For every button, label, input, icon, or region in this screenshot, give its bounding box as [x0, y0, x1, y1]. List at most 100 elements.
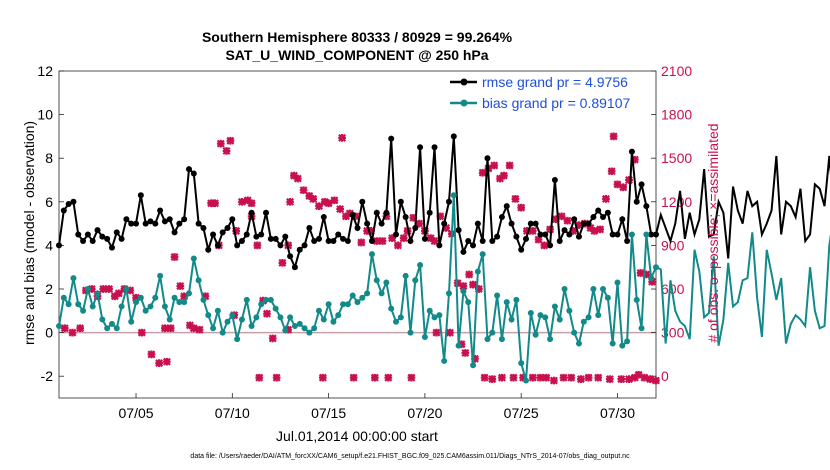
obs-marker: [87, 285, 96, 293]
rmse-point: [214, 242, 221, 249]
bias-point: [243, 296, 250, 303]
obs-marker: [409, 213, 418, 222]
bias-point: [306, 329, 313, 336]
bias-point: [378, 290, 385, 297]
bias-point: [638, 325, 645, 332]
rmse-point: [393, 231, 400, 238]
rmse-point: [441, 220, 448, 227]
bias-point: [166, 316, 173, 323]
rmse-point: [89, 238, 96, 245]
rmse-point: [104, 235, 111, 242]
obs-marker: [309, 194, 318, 203]
rmse-point: [137, 192, 144, 199]
obs-marker: [299, 186, 308, 195]
obs-marker: [534, 235, 543, 244]
bias-point: [349, 292, 356, 299]
y2-tick-label: 1500: [661, 150, 692, 166]
rmse-point: [445, 198, 452, 205]
rmse-point: [383, 209, 390, 216]
bias-point: [441, 357, 448, 364]
bias-point: [373, 277, 380, 284]
bias-point: [383, 279, 390, 286]
bias-point: [60, 294, 67, 301]
rmse-point: [359, 198, 366, 205]
rmse-point: [412, 224, 419, 231]
obs-marker: [330, 196, 339, 205]
obs-marker: [609, 132, 618, 141]
legend-label: rmse grand pr = 4.9756: [482, 74, 628, 90]
rmse-point: [229, 216, 236, 223]
rmse-point: [609, 231, 616, 238]
rmse-point: [566, 231, 573, 238]
rmse-point: [219, 229, 226, 236]
rmse-point: [643, 203, 650, 210]
bias-point: [513, 296, 520, 303]
footer-data-file: data file: /Users/raeder/DAI/ATM_forcXX/…: [190, 453, 630, 460]
rmse-point: [108, 244, 115, 251]
bias-point: [176, 299, 183, 306]
rmse-point: [523, 235, 530, 242]
obs-marker: [268, 334, 277, 343]
rmse-point: [498, 214, 505, 221]
obs-marker: [320, 197, 329, 206]
rmse-point: [542, 231, 549, 238]
bias-point: [147, 303, 154, 310]
bias-point: [359, 294, 366, 301]
obs-marker: [338, 133, 347, 142]
bias-point: [489, 329, 496, 336]
obs-marker: [625, 176, 634, 184]
rmse-point: [152, 220, 159, 227]
bias-point: [426, 307, 433, 314]
obs-marker: [630, 155, 639, 164]
obs-marker: [388, 234, 397, 243]
obs-marker: [528, 226, 537, 235]
obs-marker: [399, 234, 408, 243]
obs-marker: [372, 237, 381, 246]
obs-marker: [384, 373, 393, 382]
rmse-point: [364, 220, 371, 227]
rmse-point: [527, 220, 534, 227]
bias-point: [518, 360, 525, 367]
bias-point: [527, 309, 534, 316]
rmse-point: [585, 220, 592, 227]
plot-area: 07/05 07/10 07/15 07/20 07/25 07/30 -2 0 2 4 6 8 10 1…: [37, 63, 830, 421]
bias-point: [431, 314, 438, 321]
rmse-point: [118, 235, 125, 242]
obs-marker: [76, 324, 85, 333]
obs-marker: [630, 373, 639, 382]
x-tick-label: 07/10: [215, 405, 250, 421]
bias-point: [325, 301, 332, 308]
obs-marker: [625, 375, 634, 384]
obs-marker: [461, 348, 470, 357]
rmse-point: [465, 238, 472, 245]
bias-point: [600, 286, 607, 292]
obs-marker: [601, 194, 610, 203]
rmse-point: [450, 133, 457, 140]
rmse-point: [436, 242, 443, 249]
obs-marker: [619, 183, 628, 192]
bias-point: [142, 307, 149, 314]
rmse-point: [161, 218, 168, 225]
rmse-point: [402, 214, 409, 221]
rmse-point: [547, 242, 554, 249]
obs-marker: [474, 285, 483, 293]
obs-marker: [180, 292, 189, 301]
rmse-point: [600, 214, 607, 221]
obs-marker: [315, 202, 323, 211]
x-tick-label: 07/20: [407, 405, 442, 421]
bias-point: [128, 318, 135, 325]
obs-marker: [496, 174, 504, 183]
bias-series: [56, 192, 830, 384]
obs-marker: [345, 209, 354, 218]
rmse-point: [311, 238, 318, 245]
y-tick-label: -2: [41, 368, 54, 384]
rmse-point: [282, 233, 289, 240]
obs-marker: [488, 375, 497, 384]
obs-marker: [305, 192, 314, 200]
obs-marker: [237, 197, 246, 206]
y2-tick-label: 900: [661, 237, 685, 253]
rmse-point: [513, 233, 520, 240]
bias-point: [118, 303, 125, 310]
bias-point: [436, 312, 443, 319]
rmse-point: [344, 238, 351, 245]
